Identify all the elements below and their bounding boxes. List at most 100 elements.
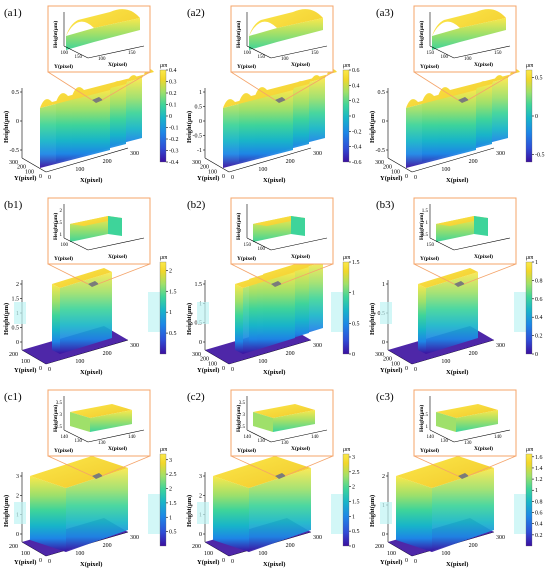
colorbar-tick-label: 0.4	[535, 522, 543, 528]
colorbar-tick-label: -0.5	[535, 152, 545, 158]
step-top	[213, 456, 311, 488]
inset-z-tick: 2.5	[239, 425, 246, 430]
x-tick-label: 100	[258, 167, 267, 173]
colorbar-unit-a3: μm	[526, 63, 534, 69]
colorbar-tick-label: 0.2	[352, 99, 360, 105]
inset-y-label: Y(pixel)	[54, 255, 73, 262]
x-axis-label-c2: X(pixel)	[263, 561, 285, 568]
inset-surface-top	[432, 9, 506, 49]
y-tick-label: 100	[208, 169, 217, 175]
x-tick-label: 0	[231, 559, 234, 565]
z-axis-label-c3: Height(μm)	[369, 495, 376, 527]
inset-z-tick: 1	[60, 233, 63, 238]
y-tick-label: 0	[39, 558, 42, 564]
colorbar-tick-label: 1.5	[352, 260, 360, 266]
ridge-face	[406, 90, 476, 168]
colorbar-tick-label: -0.2	[352, 129, 362, 135]
ridge-top	[239, 75, 321, 102]
inset-y-tick: 150	[75, 55, 83, 60]
zoom-marker-a3	[458, 97, 469, 103]
ridge-face	[40, 90, 110, 168]
colorbar-tick-label: 0.5	[352, 529, 360, 535]
panel-a1: (a1)-0.500.5Height(μm)0100200300Y(pixel)…	[3, 5, 179, 184]
colorbar-tick-label: 0.5	[535, 76, 543, 82]
inset-x-axis	[453, 237, 511, 251]
inset-y-tick: 130	[441, 439, 449, 444]
ridge-face	[223, 90, 293, 168]
y-tick-label: 0	[405, 366, 408, 372]
colorbar-tick-label: 1	[535, 260, 538, 266]
colorbar-tick-label: 1.6	[535, 455, 543, 461]
block-side	[235, 284, 243, 354]
inset-surface-top	[70, 404, 132, 418]
colorbar-tick-label: 0.4	[169, 68, 177, 74]
x-tick-label: 200	[103, 351, 112, 357]
inset-b3: Height(μm)0.5 1 1.5 150 Y(pixel) X(pixel)	[418, 204, 511, 262]
inset-y-tick: 140	[244, 435, 252, 440]
inset-y-tick: 100	[61, 243, 69, 248]
surface-b1	[14, 268, 162, 364]
z-tick-label: -0.5	[193, 134, 203, 140]
inset-z-tick: 1.5	[422, 209, 429, 214]
panel-label-c3: (c3)	[376, 391, 394, 403]
inset-x-axis	[87, 45, 145, 59]
zoom-marker-a1	[92, 97, 103, 103]
z-tick-label: 0.5	[12, 326, 20, 332]
inset-x-tick: 150	[128, 51, 136, 56]
y-tick-label: 300	[192, 352, 201, 358]
inset-y-axis	[246, 237, 272, 251]
inset-z-tick: 1	[426, 425, 429, 430]
x-tick-label: 0	[48, 559, 51, 565]
z-tick-label: -1	[197, 148, 202, 154]
y-tick-label: 100	[25, 169, 34, 175]
y-axis-label-b3: Y(pixel)	[380, 367, 402, 374]
inset-connector	[230, 455, 276, 477]
inset-c2: Height(μm)2.5 3 3.5 140 130 130 140 Y(pixel) X(p…	[235, 396, 328, 454]
inset-x-axis	[87, 429, 145, 443]
y-tick-label: 0	[222, 558, 225, 564]
x-tick-label: 0	[48, 175, 51, 181]
y-tick-label: 300	[375, 352, 384, 358]
colorbar-tick-label: 2.5	[169, 472, 177, 478]
shadow-patch	[197, 302, 209, 324]
inset-surface-side	[70, 412, 90, 432]
colorbar-unit-a2: μm	[343, 63, 351, 69]
inset-z-tick: 0.5	[422, 233, 429, 238]
zoom-marker-c1	[92, 473, 103, 479]
y-tick-label: 300	[192, 160, 201, 166]
z-tick-label: 0	[16, 532, 19, 538]
inset-z-tick: 1	[426, 221, 429, 226]
x-tick-label: 200	[103, 159, 112, 165]
zoom-marker-b2	[271, 281, 282, 287]
inset-surface-top	[249, 9, 323, 49]
inset-x-tick: 130	[98, 441, 106, 446]
zoom-marker-a2	[275, 97, 286, 103]
x-tick-label: 200	[469, 543, 478, 549]
z-axis-label-c2: Height(μm)	[186, 495, 193, 527]
step-side	[30, 476, 66, 552]
step-side	[396, 476, 432, 552]
inset-x-label: X(pixel)	[474, 61, 493, 68]
x-axis-label-b2: X(pixel)	[263, 369, 285, 376]
colorbar-tick-label: 0.2	[169, 91, 177, 97]
inset-connector	[413, 455, 459, 477]
z-axis-label-a1: Height(μm)	[3, 111, 10, 143]
shadow-patch	[514, 292, 528, 332]
shadow-patch	[14, 502, 26, 524]
y-tick-label: 200	[17, 165, 26, 171]
colorbar-tick-label: 0.8	[535, 499, 543, 505]
colorbar-tick-label: 0.5	[169, 530, 177, 536]
inset-connector	[463, 263, 517, 285]
y-tick-label: 200	[383, 165, 392, 171]
inset-x-label: X(pixel)	[108, 253, 127, 260]
colorbar-unit-b2: μm	[343, 255, 351, 261]
step-front	[249, 468, 311, 552]
y-tick-label: 0	[405, 558, 408, 564]
y-tick-label: 200	[200, 165, 209, 171]
inset-x-label: X(pixel)	[108, 61, 127, 68]
inset-z-label: Height(μm)	[418, 405, 425, 432]
x-tick-label: 100	[75, 167, 84, 173]
y-tick-label: 0	[39, 366, 42, 372]
